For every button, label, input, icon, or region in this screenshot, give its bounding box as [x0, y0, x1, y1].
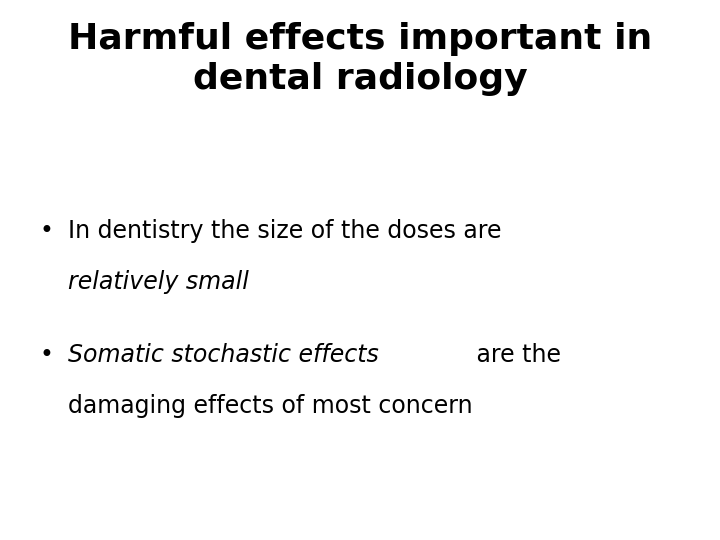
Text: are the: are the [469, 343, 562, 367]
Text: In dentistry the size of the doses are: In dentistry the size of the doses are [68, 219, 502, 242]
Text: Somatic stochastic effects: Somatic stochastic effects [68, 343, 379, 367]
Text: Harmful effects important in
dental radiology: Harmful effects important in dental radi… [68, 22, 652, 96]
Text: •: • [40, 343, 53, 367]
Text: •: • [40, 219, 53, 242]
Text: relatively small: relatively small [68, 270, 249, 294]
Text: damaging effects of most concern: damaging effects of most concern [68, 394, 473, 418]
